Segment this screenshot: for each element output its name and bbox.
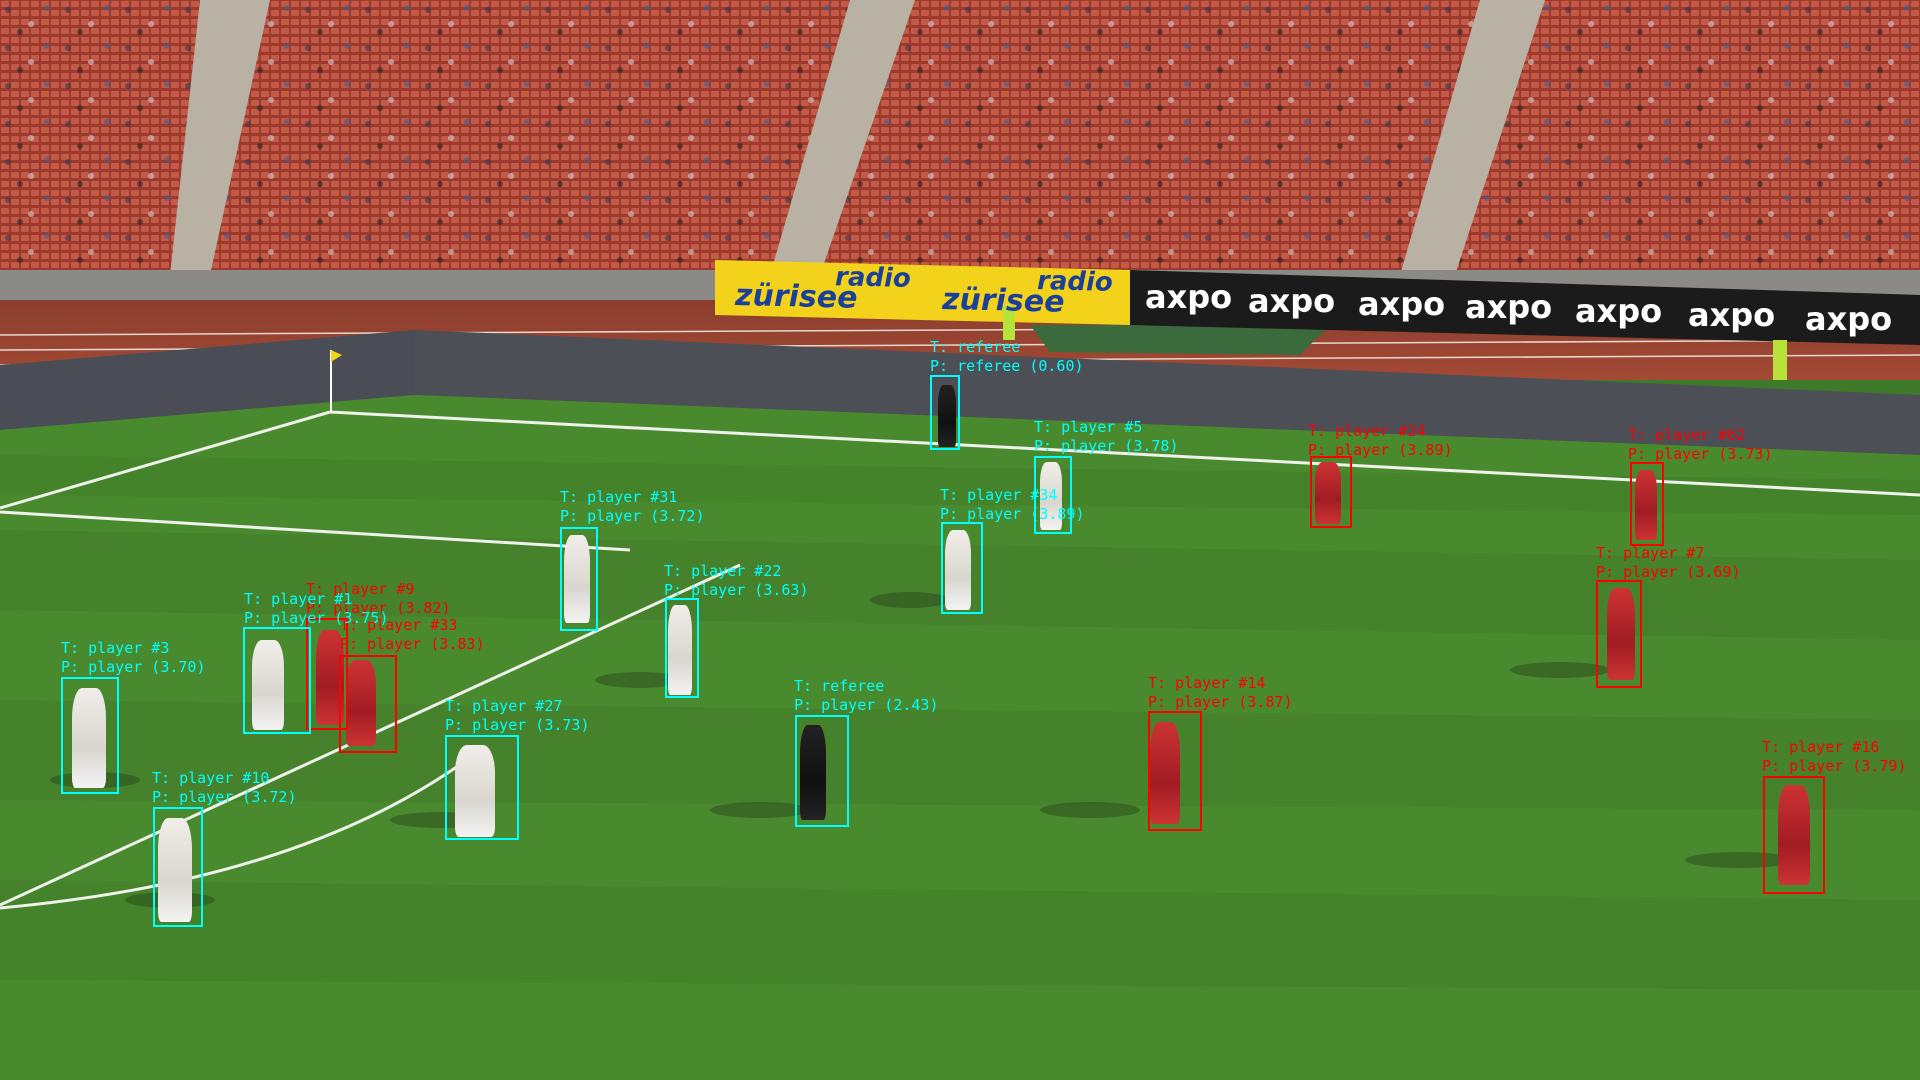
sponsor-axpo-3: axpo	[1358, 285, 1446, 323]
player-figure	[252, 640, 284, 730]
prediction-label: P: player (3.73)	[1628, 445, 1773, 463]
detection-box	[306, 618, 348, 730]
player-figure	[1150, 722, 1180, 824]
sponsor-banner-radio-2: radio zürisee	[942, 264, 1122, 320]
detection-label: T: referee P: referee (0.60)	[930, 338, 1084, 376]
detection-label: T: player #3 P: player (3.70)	[61, 639, 206, 677]
tracking-label: T: player #1	[244, 590, 353, 608]
prediction-label: P: player (3.69)	[1596, 563, 1741, 581]
player-figure	[668, 605, 692, 695]
detection-box	[445, 735, 519, 840]
tracking-label: T: player #16	[1762, 738, 1880, 756]
detection-label: T: player #22 P: player (3.63)	[664, 562, 809, 600]
sponsor-axpo-5: axpo	[1575, 292, 1663, 330]
player-figure	[1040, 462, 1062, 530]
detection-box	[941, 522, 983, 614]
detection-label: T: player #27 P: player (3.73)	[445, 697, 590, 735]
prediction-label: P: player (3.79)	[1762, 757, 1907, 775]
prediction-label: P: player (3.73)	[445, 716, 590, 734]
detection-label: T: player #9 P: player (3.82)	[306, 580, 451, 618]
player-figure	[1607, 588, 1635, 680]
tracking-label: T: player #33	[340, 616, 458, 634]
detection-label: T: player #5 P: player (3.78)	[1034, 418, 1179, 456]
tracking-label: T: referee	[794, 677, 885, 695]
referee-figure	[938, 385, 956, 447]
prediction-label: P: player (3.89)	[940, 505, 1085, 523]
detection-label: T: player #1 P: player (3.75)	[244, 590, 389, 628]
detection-label: T: player #31 P: player (3.72)	[560, 488, 705, 526]
sponsor-axpo-1: axpo	[1145, 278, 1233, 316]
sponsor-axpo-2: axpo	[1248, 282, 1336, 320]
detection-label: T: referee P: player (2.43)	[794, 677, 939, 715]
tracking-label: T: player #5	[1034, 418, 1143, 436]
detection-label: T: player #10 P: player (3.72)	[152, 769, 297, 807]
player-figure	[1315, 462, 1341, 524]
prediction-label: P: player (3.78)	[1034, 437, 1179, 455]
tracking-label: T: player #9	[306, 580, 415, 598]
player-figure	[1778, 785, 1810, 885]
prediction-label: P: player (3.70)	[61, 658, 206, 676]
prediction-label: P: player (3.72)	[152, 788, 297, 806]
tracking-label: T: player #27	[445, 697, 563, 715]
prediction-label: P: referee (0.60)	[930, 357, 1084, 375]
detection-box	[795, 715, 849, 827]
detection-box	[1763, 776, 1825, 894]
prediction-label: P: player (3.72)	[560, 507, 705, 525]
detection-box	[1148, 711, 1202, 831]
detection-label: T: player #62 P: player (3.73)	[1628, 426, 1773, 464]
detection-label: T: player #34 P: player (3.89)	[940, 486, 1085, 524]
prediction-label: P: player (2.43)	[794, 696, 939, 714]
detection-box	[1596, 580, 1642, 688]
player-figure	[72, 688, 106, 788]
player-figure	[346, 660, 376, 746]
prediction-label: P: player (3.82)	[306, 599, 451, 617]
detection-box	[243, 627, 311, 734]
detection-box	[1034, 456, 1072, 534]
tracking-label: T: player #62	[1628, 426, 1746, 444]
sponsor-axpo-6: axpo	[1688, 296, 1776, 334]
tracking-label: T: player #22	[664, 562, 782, 580]
detection-label: T: player #7 P: player (3.69)	[1596, 544, 1741, 582]
detection-box	[665, 598, 699, 698]
detection-box	[1630, 462, 1664, 546]
detection-box	[930, 375, 960, 450]
player-figure	[1635, 470, 1657, 540]
referee-figure	[800, 725, 826, 820]
sponsor-radio-line2: zürisee	[735, 277, 858, 316]
tracking-label: T: player #24	[1308, 422, 1426, 440]
detection-label: T: player #14 P: player (3.87)	[1148, 674, 1293, 712]
tracking-label: T: player #31	[560, 488, 678, 506]
prediction-label: P: player (3.83)	[340, 635, 485, 653]
sponsor-axpo-7: axpo	[1805, 300, 1893, 338]
tracking-label: T: player #10	[152, 769, 270, 787]
player-figure	[945, 530, 971, 610]
detection-box	[339, 655, 397, 753]
player-figure	[564, 535, 590, 623]
sponsor-radio-line2: zürisee	[942, 281, 1065, 320]
detection-box	[560, 527, 598, 631]
pitch	[0, 395, 1920, 1080]
tracking-label: T: player #34	[940, 486, 1058, 504]
detection-box	[1310, 456, 1352, 528]
detection-box	[153, 807, 203, 927]
tracking-label: T: referee	[930, 338, 1021, 356]
prediction-label: P: player (3.63)	[664, 581, 809, 599]
sponsor-banner-radio-1: radio zürisee	[735, 260, 915, 316]
sponsor-axpo-4: axpo	[1465, 288, 1553, 326]
prediction-label: P: player (3.87)	[1148, 693, 1293, 711]
player-figure	[158, 818, 192, 922]
tracking-label: T: player #14	[1148, 674, 1266, 692]
prediction-label: P: player (3.89)	[1308, 441, 1453, 459]
prediction-label: P: player (3.75)	[244, 609, 389, 627]
player-figure	[455, 745, 495, 837]
tracking-label: T: player #3	[61, 639, 170, 657]
detection-label: T: player #33 P: player (3.83)	[340, 616, 485, 654]
tracking-label: T: player #7	[1596, 544, 1705, 562]
detection-label: T: player #16 P: player (3.79)	[1762, 738, 1907, 776]
detection-label: T: player #24 P: player (3.89)	[1308, 422, 1453, 460]
detection-box	[61, 677, 119, 794]
